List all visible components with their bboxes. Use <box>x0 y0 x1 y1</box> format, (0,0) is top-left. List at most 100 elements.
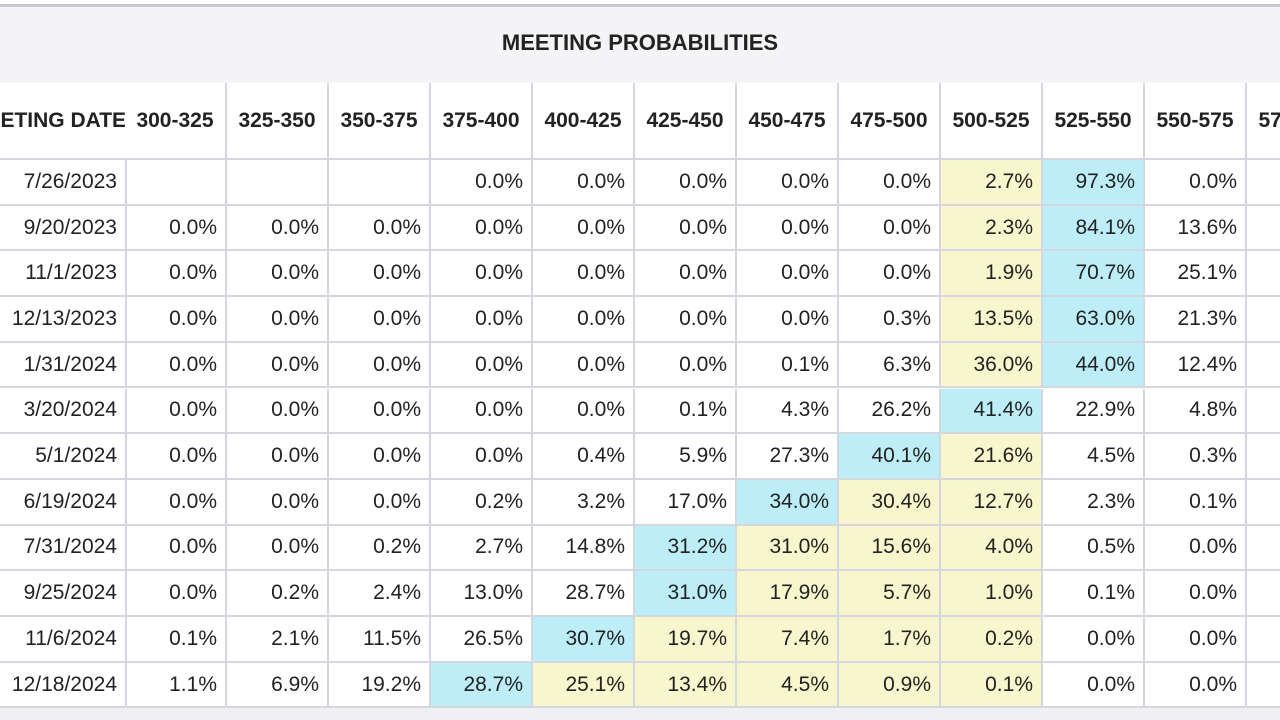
probability-cell: 0.0% <box>737 251 839 298</box>
probability-cell <box>1247 251 1280 298</box>
probability-cell: 97.3% <box>1043 160 1145 206</box>
probability-cell: 30.4% <box>839 479 941 526</box>
meeting-date: 3/20/2024 <box>0 388 127 435</box>
probability-cell: 17.9% <box>737 571 839 617</box>
probability-cell <box>1247 434 1280 480</box>
probability-cell: 30.7% <box>533 617 635 663</box>
title-band <box>0 7 1280 85</box>
probability-cell: 1.7% <box>839 617 941 663</box>
probability-cell <box>1247 343 1280 389</box>
probability-cell: 0.0% <box>125 388 227 435</box>
probability-cell: 84.1% <box>1043 205 1145 252</box>
probability-cell: 0.2% <box>227 571 329 617</box>
probability-cell: 34.0% <box>737 479 839 526</box>
probability-cell: 2.3% <box>1043 479 1145 526</box>
probability-cell: 0.0% <box>329 342 431 389</box>
probability-cell: 0.0% <box>125 297 227 343</box>
probability-cell: 0.0% <box>125 479 227 526</box>
column-header: 325-350 <box>227 83 329 160</box>
probability-cell: 26.2% <box>839 388 941 435</box>
probability-cell: 0.0% <box>635 205 737 252</box>
meeting-date: 12/13/2023 <box>0 297 127 343</box>
probability-cell: 0.0% <box>1145 662 1247 709</box>
probability-cell: 0.0% <box>329 297 431 343</box>
probability-cell: 0.3% <box>839 297 941 343</box>
probability-cell: 31.0% <box>737 525 839 572</box>
probability-cell: 70.7% <box>1043 251 1145 298</box>
probability-cell: 31.2% <box>635 525 737 572</box>
column-header: 500-525 <box>941 83 1043 160</box>
probability-cell: 0.2% <box>941 617 1043 663</box>
probability-cell: 0.0% <box>533 388 635 435</box>
probability-cell: 0.4% <box>533 434 635 480</box>
probability-cell: 0.0% <box>125 342 227 389</box>
probability-cell: 0.0% <box>1043 662 1145 709</box>
probability-cell: 0.1% <box>125 617 227 663</box>
probability-cell: 11.5% <box>329 617 431 663</box>
top-border <box>0 4 1280 7</box>
probability-cell: 22.9% <box>1043 388 1145 435</box>
probability-cell: 0.0% <box>227 342 329 389</box>
probability-cell: 0.0% <box>125 251 227 298</box>
probability-cell: 12.7% <box>941 479 1043 526</box>
probability-cell: 7.4% <box>737 617 839 663</box>
probability-cell: 25.1% <box>533 662 635 709</box>
probability-cell: 0.0% <box>431 434 533 480</box>
probability-cell: 0.0% <box>1145 571 1247 617</box>
probability-cell: 0.0% <box>1145 617 1247 663</box>
probability-cell: 0.0% <box>329 434 431 480</box>
probability-cell <box>1247 617 1280 663</box>
probability-cell: 0.0% <box>329 388 431 435</box>
probability-cell: 0.0% <box>635 160 737 206</box>
probability-cell: 5.9% <box>635 434 737 480</box>
probability-cell: 0.1% <box>1145 479 1247 526</box>
probability-cell: 0.0% <box>125 205 227 252</box>
probability-cell: 0.0% <box>329 205 431 252</box>
probability-cell: 13.4% <box>635 662 737 709</box>
probability-cell: 0.1% <box>635 388 737 435</box>
probability-cell: 0.0% <box>533 297 635 343</box>
probability-cell: 19.7% <box>635 617 737 663</box>
probability-cell: 0.0% <box>329 479 431 526</box>
probability-cell: 2.3% <box>941 205 1043 252</box>
probability-cell: 0.0% <box>431 251 533 298</box>
probability-cell: 0.0% <box>227 525 329 572</box>
probability-cell: 13.5% <box>941 297 1043 343</box>
probability-cell: 0.9% <box>839 662 941 709</box>
probability-cell: 1.1% <box>125 662 227 709</box>
probability-cell: 17.0% <box>635 479 737 526</box>
probability-cell: 0.1% <box>941 662 1043 709</box>
probability-cell: 15.6% <box>839 525 941 572</box>
probability-cell: 0.0% <box>737 160 839 206</box>
probability-cell: 0.0% <box>431 297 533 343</box>
probability-cell <box>1247 571 1280 617</box>
probability-cell: 0.3% <box>1145 434 1247 480</box>
table-title: MEETING PROBABILITIES <box>501 30 779 55</box>
probability-cell <box>1247 663 1280 709</box>
probability-cell: 25.1% <box>1145 251 1247 298</box>
column-header: 375-400 <box>431 83 533 160</box>
probability-cell: 0.0% <box>1043 617 1145 663</box>
probability-cell: 0.2% <box>329 525 431 572</box>
probability-cell: 21.6% <box>941 434 1043 480</box>
probability-cell: 3.2% <box>533 479 635 526</box>
date-header: MEETING DATE <box>0 83 127 160</box>
column-header: 300-325 <box>125 83 227 160</box>
column-header: 350-375 <box>329 83 431 160</box>
probability-cell <box>1247 526 1280 572</box>
probability-cell: 0.0% <box>125 525 227 572</box>
probability-cell: 0.0% <box>227 434 329 480</box>
probability-cell: 44.0% <box>1043 342 1145 389</box>
probability-cell: 14.8% <box>533 525 635 572</box>
probability-cell: 0.0% <box>737 297 839 343</box>
probability-cell: 0.0% <box>737 205 839 252</box>
probability-cell: 28.7% <box>533 571 635 617</box>
probability-cell: 0.0% <box>839 205 941 252</box>
meeting-date: 5/1/2024 <box>0 434 127 480</box>
meeting-date: 11/1/2023 <box>0 251 127 298</box>
probability-cell: 0.0% <box>125 434 227 480</box>
probability-cell: 2.1% <box>227 617 329 663</box>
probability-cell: 31.0% <box>635 571 737 617</box>
column-header: 550-575 <box>1145 83 1247 160</box>
probability-cell: 0.0% <box>1145 525 1247 572</box>
